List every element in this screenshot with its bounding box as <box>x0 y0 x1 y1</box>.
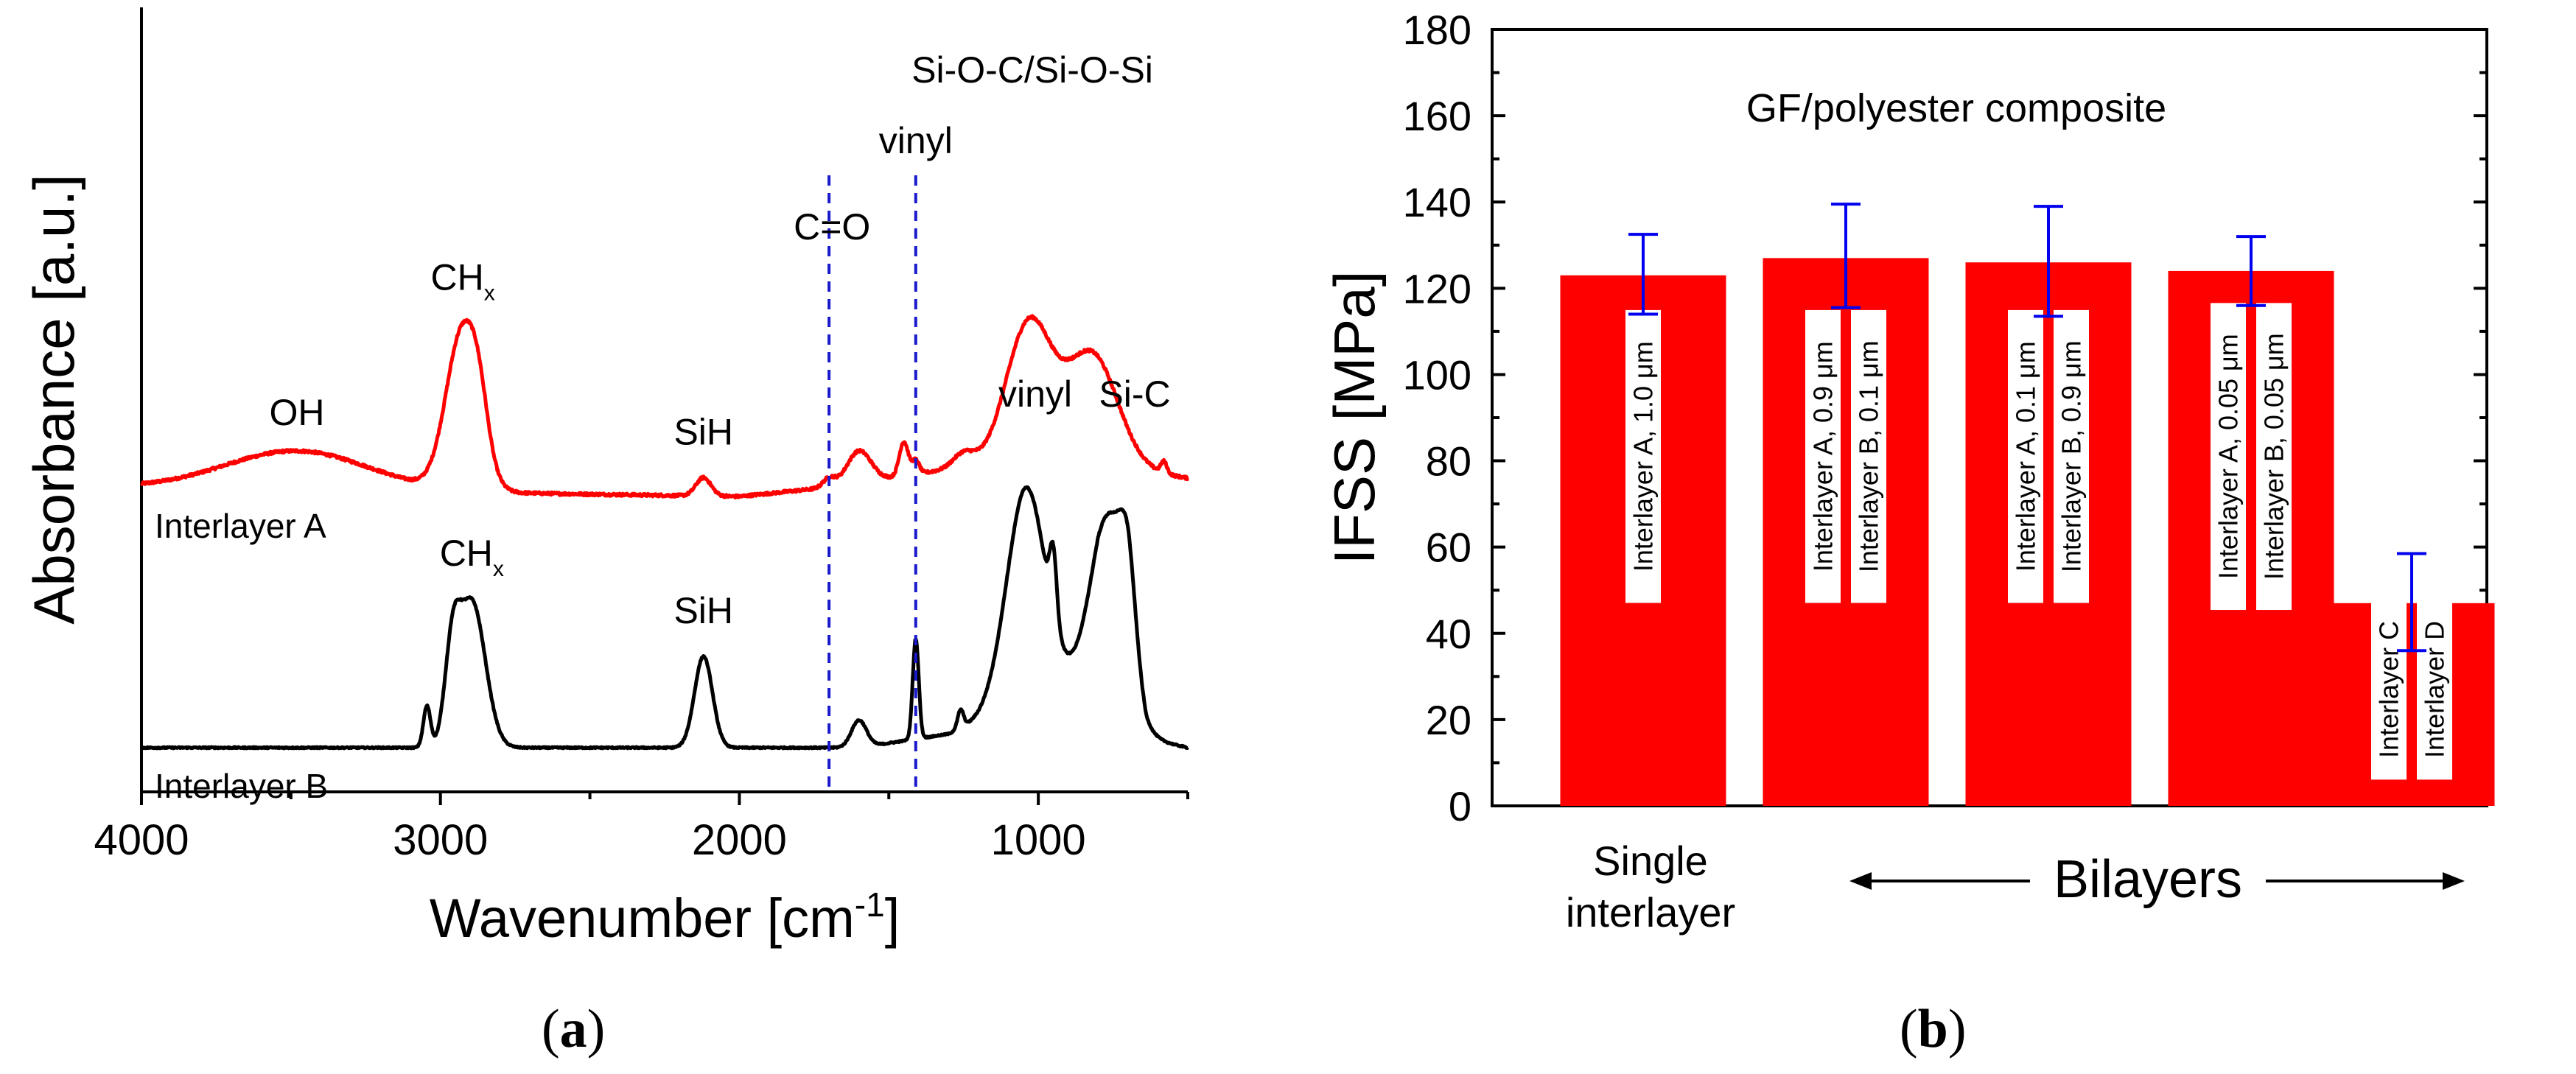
bar <box>1965 262 2132 806</box>
group-label-single: interlayer <box>1566 889 1735 936</box>
y-tick-label: 100 <box>1403 351 1471 398</box>
x-tick-label: 3000 <box>393 816 488 864</box>
peak-annotation: OH <box>269 392 324 433</box>
bar-label: Interlayer A, 0.9 μm <box>1808 341 1838 572</box>
ifss-bar-panel: 0 20 40 60 80 100 120 140 160 180 IFSS [MPa] GF/pol… <box>1322 7 2495 936</box>
y-tick-label: 80 <box>1426 438 1471 485</box>
bar-label: Interlayer B, 0.1 μm <box>1854 340 1884 572</box>
bar-label-box <box>2417 599 2452 780</box>
series-label: Interlayer B <box>155 767 328 805</box>
bar <box>1763 258 1929 806</box>
bar-label-box <box>2054 309 2089 603</box>
x-tick-label: 1000 <box>991 816 1086 864</box>
x-axis-title-end: ] <box>885 888 900 949</box>
bar-label-box <box>2256 303 2292 611</box>
peak-annotation: CHx <box>431 256 495 305</box>
panel-label-a: (a) <box>542 999 606 1059</box>
bar-label-box <box>1851 309 1886 603</box>
series-label: Interlayer A <box>155 507 326 545</box>
chart-title: GF/polyester composite <box>1746 86 2166 130</box>
panel-label-b: (b) <box>1900 999 1967 1059</box>
x-axis-title: Wavenumber [cm-1] <box>430 885 900 949</box>
y-axis-title: IFSS [MPa] <box>1322 271 1387 565</box>
y-axis-title: Absorbance [a.u.] <box>21 174 86 624</box>
bar-label: Interlayer A, 1.0 μm <box>1628 341 1659 572</box>
bar-label: Interlayer C <box>2374 621 2404 758</box>
group-label-single: Single <box>1593 838 1708 884</box>
peak-annotation: C=O <box>794 206 870 248</box>
bar-label-box <box>1805 309 1841 603</box>
y-tick-label: 20 <box>1426 697 1471 743</box>
bar-label: Interlayer D <box>2420 621 2450 758</box>
bar-label: Interlayer B, 0.9 μm <box>2057 340 2087 572</box>
peak-annotation-sub: x <box>484 281 495 305</box>
peak-annotation: vinyl <box>998 373 1072 415</box>
y-tick-label: 180 <box>1403 7 1471 53</box>
x-tick-label: 2000 <box>692 816 787 864</box>
bar-label: Interlayer A, 0.05 μm <box>2213 334 2244 579</box>
y-tick-label: 160 <box>1403 93 1471 139</box>
peak-annotation: SiH <box>673 411 733 452</box>
peak-annotation: CHx <box>440 533 504 581</box>
spectrum-line-a <box>139 314 1190 499</box>
y-tick-label: 140 <box>1403 179 1471 225</box>
bar-label-box <box>2211 303 2246 611</box>
spectrum-line-b <box>140 485 1189 751</box>
bilayers-arrow-head-left <box>1849 872 1872 890</box>
bilayers-arrow-head-right <box>2443 872 2465 890</box>
bar <box>2168 270 2334 806</box>
peak-annotation: SiH <box>673 590 733 631</box>
x-tick-label: 4000 <box>94 816 189 864</box>
x-axis-title-sup: -1 <box>855 885 885 924</box>
bar-label-box <box>2371 599 2407 780</box>
group-label-bilayers: Bilayers <box>2054 850 2242 909</box>
bar-label-box <box>1625 309 1661 603</box>
peak-annotation: Si-C <box>1099 373 1170 415</box>
spectra-panel: 4000 3000 2000 1000 Wavenumber [cm-1] Absorba… <box>21 7 1190 949</box>
y-tick-label: 40 <box>1426 611 1471 657</box>
bar-label: Interlayer B, 0.05 μm <box>2259 333 2289 580</box>
bar-label-box <box>2008 309 2043 603</box>
peak-annotation-sub: x <box>493 557 504 581</box>
y-tick-label: 60 <box>1426 524 1471 571</box>
bar-label: Interlayer A, 0.1 μm <box>2011 341 2041 572</box>
peak-annotation: vinyl <box>879 120 953 161</box>
peak-annotation: Si-O-C/Si-O-Si <box>911 49 1153 91</box>
y-tick-label: 120 <box>1403 265 1471 312</box>
y-tick-label: 0 <box>1449 783 1471 829</box>
